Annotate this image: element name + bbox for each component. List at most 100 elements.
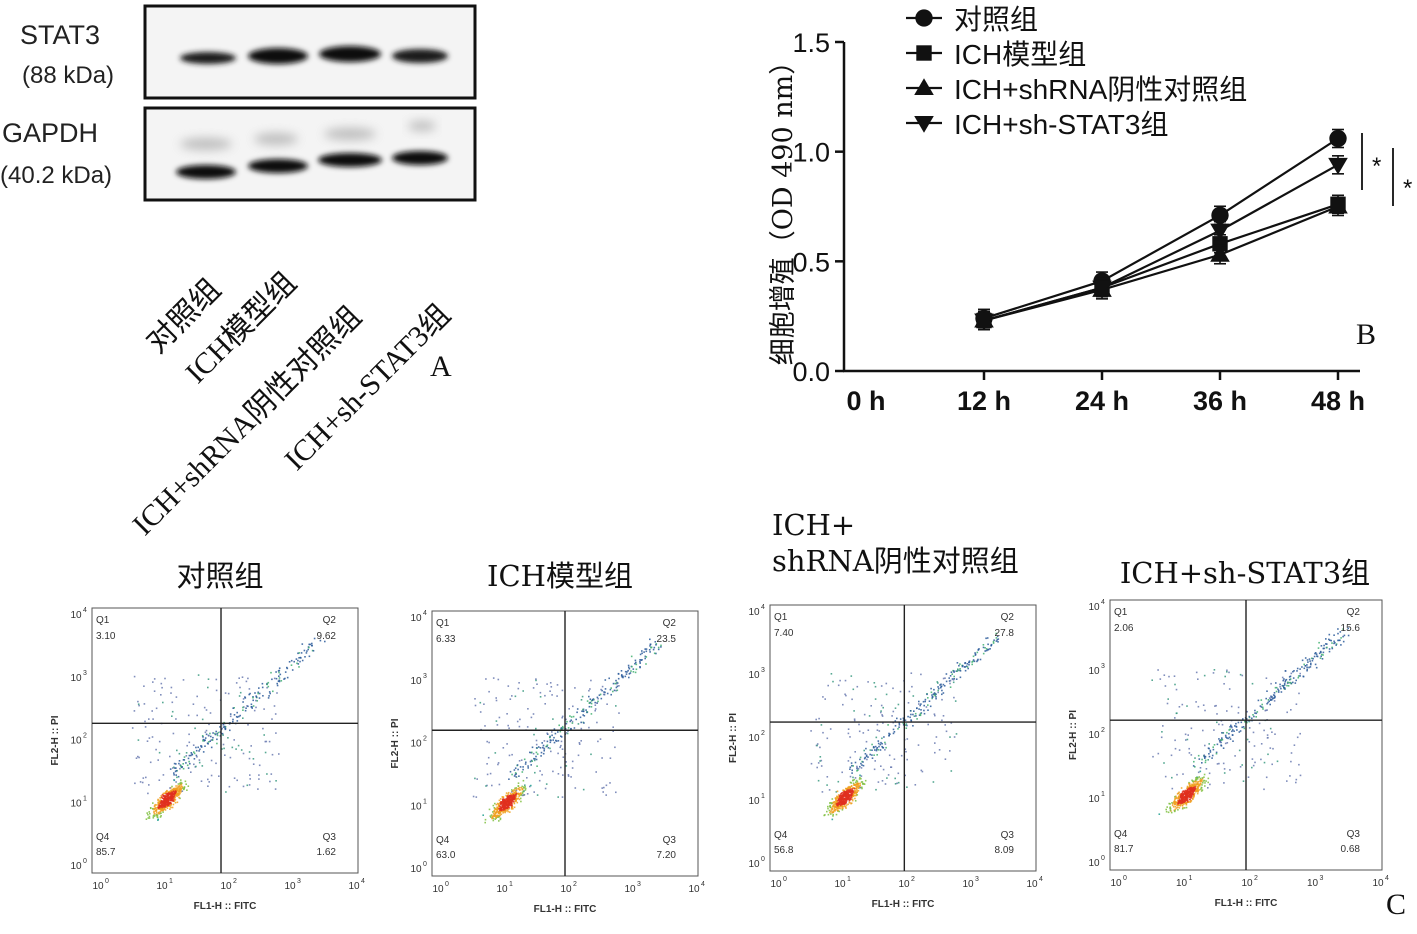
x-decade-exp: 0: [445, 881, 449, 888]
quadrant-value-q1: 6.33: [436, 634, 456, 645]
x-decade-exp: 4: [1385, 875, 1389, 882]
x-decade-exp: 3: [975, 876, 979, 883]
panel-letter-c: C: [1386, 888, 1407, 921]
y-decade-exp: 3: [423, 673, 427, 680]
x-decade-exp: 2: [911, 876, 915, 883]
y-decade-exp: 3: [83, 670, 87, 677]
x-decade-label: 10: [156, 881, 168, 892]
quadrant-value-q4: 85.7: [96, 847, 116, 858]
x-tick-label: 48 h: [1311, 386, 1365, 416]
y-decade-exp: 4: [423, 610, 427, 617]
quadrant-value-q2: 23.5: [657, 634, 677, 645]
x-decade-label: 10: [770, 879, 782, 890]
y-decade-exp: 0: [83, 858, 87, 865]
y-decade-label: 10: [748, 796, 760, 807]
quadrant-name-q4: Q4: [96, 832, 110, 843]
y-decade-exp: 2: [83, 733, 87, 740]
x-decade-label: 10: [962, 879, 974, 890]
x-decade-label: 10: [348, 881, 360, 892]
flow-title-1: 对照组: [176, 559, 264, 593]
y-decade-exp: 1: [423, 798, 427, 805]
quadrant-name-q4: Q4: [774, 830, 788, 841]
y-decade-exp: 1: [761, 793, 765, 800]
proliferation-line-chart: 0.0 0.5 1.0 1.5 0 h 12 h 24 h 36 h 48 h 细胞增殖（OD 4…: [768, 4, 1412, 416]
y-decade-label: 10: [410, 801, 422, 812]
stat3-band-1: [180, 52, 236, 64]
y-tick-label: 0.5: [792, 247, 830, 277]
significance-star-2: *: [1403, 175, 1412, 202]
quadrant-name-q2: Q2: [1347, 607, 1361, 618]
blot-size-stat3: (88 kDa): [22, 62, 115, 89]
significance-star-1: *: [1372, 153, 1381, 180]
y-decade-exp: 3: [1101, 663, 1105, 670]
series-line-1: [983, 137, 1339, 320]
quadrant-value-q4: 63.0: [436, 850, 456, 861]
x-tick-label: 24 h: [1075, 386, 1129, 416]
y-decade-label: 10: [748, 859, 760, 870]
quadrant-value-q2: 15.6: [1341, 623, 1361, 634]
flow-title-2: ICH模型组: [487, 559, 633, 593]
x-decade-exp: 0: [783, 876, 787, 883]
panel-a: STAT3 (88 kDa) GAPDH (40.2 kDa) 对照组 ICH模…: [0, 0, 477, 542]
quadrant-value-q4: 81.7: [1114, 844, 1134, 855]
data-point-s4: [1092, 280, 1112, 298]
series-line-4: [983, 163, 1339, 322]
gapdh-band-4: [392, 151, 448, 165]
legend-marker-2: [916, 45, 932, 61]
y-decade-exp: 2: [423, 736, 427, 743]
series-line-3: [983, 205, 1339, 322]
y-decade-label: 10: [1088, 602, 1100, 613]
y-decade-label: 10: [70, 610, 82, 621]
y-decade-exp: 2: [1101, 727, 1105, 734]
x-decade-label: 10: [220, 881, 232, 892]
y-axis-title: FL2-H :: PI: [390, 718, 401, 768]
data-point-s3: [1328, 196, 1348, 214]
series-line-2: [983, 203, 1339, 322]
x-decade-label: 10: [92, 881, 104, 892]
quadrant-value-q3: 0.68: [1341, 844, 1361, 855]
quadrant-value-q3: 7.20: [657, 850, 677, 861]
quadrant-name-q4: Q4: [436, 835, 450, 846]
y-decade-label: 10: [748, 733, 760, 744]
panel-letter-b: B: [1356, 318, 1377, 351]
quadrant-name-q1: Q1: [436, 618, 450, 629]
y-decade-exp: 0: [1101, 855, 1105, 862]
x-axis-title: FL1-H :: FITC: [194, 901, 257, 912]
x-decade-label: 10: [1176, 878, 1188, 889]
quadrant-name-q1: Q1: [774, 612, 788, 623]
y-axis-title: FL2-H :: PI: [728, 713, 739, 763]
x-decade-label: 10: [496, 884, 508, 895]
quadrant-value-q3: 8.09: [995, 845, 1015, 856]
x-decade-exp: 2: [1254, 875, 1258, 882]
quadrant-name-q3: Q3: [323, 832, 337, 843]
x-decade-exp: 1: [1189, 875, 1193, 882]
flow-title-4: ICH+sh-STAT3组: [1119, 556, 1371, 590]
quadrant-value-q4: 56.8: [774, 845, 794, 856]
quadrant-name-q4: Q4: [1114, 829, 1128, 840]
quadrant-name-q1: Q1: [1114, 607, 1128, 618]
y-tick-label: 0.0: [792, 357, 830, 387]
x-tick-label: 12 h: [957, 386, 1011, 416]
x-decade-exp: 1: [169, 878, 173, 885]
x-decade-label: 10: [1241, 878, 1253, 889]
x-decade-label: 10: [432, 884, 444, 895]
y-decade-exp: 0: [761, 856, 765, 863]
x-decade-exp: 3: [1320, 875, 1324, 882]
legend-label-1: 对照组: [954, 4, 1038, 35]
y-decade-label: 10: [1088, 794, 1100, 805]
flow-title-3: ICH+ shRNA阴性对照组: [772, 508, 1019, 578]
y-decade-exp: 1: [1101, 791, 1105, 798]
y-decade-exp: 4: [761, 604, 765, 611]
blot-label-gapdh: GAPDH: [2, 118, 99, 148]
quadrant-value-q2: 9.62: [317, 631, 337, 642]
y-decade-label: 10: [70, 736, 82, 747]
data-point-s3: [1210, 244, 1230, 262]
x-decade-label: 10: [1372, 878, 1384, 889]
quadrant-value-q1: 2.06: [1114, 623, 1134, 634]
x-decade-label: 10: [1110, 878, 1122, 889]
stat3-band-3: [319, 46, 381, 62]
legend-label-3: ICH+shRNA阴性对照组: [954, 74, 1247, 105]
y-decade-label: 10: [410, 864, 422, 875]
flow-plot-frame: [769, 604, 1037, 872]
